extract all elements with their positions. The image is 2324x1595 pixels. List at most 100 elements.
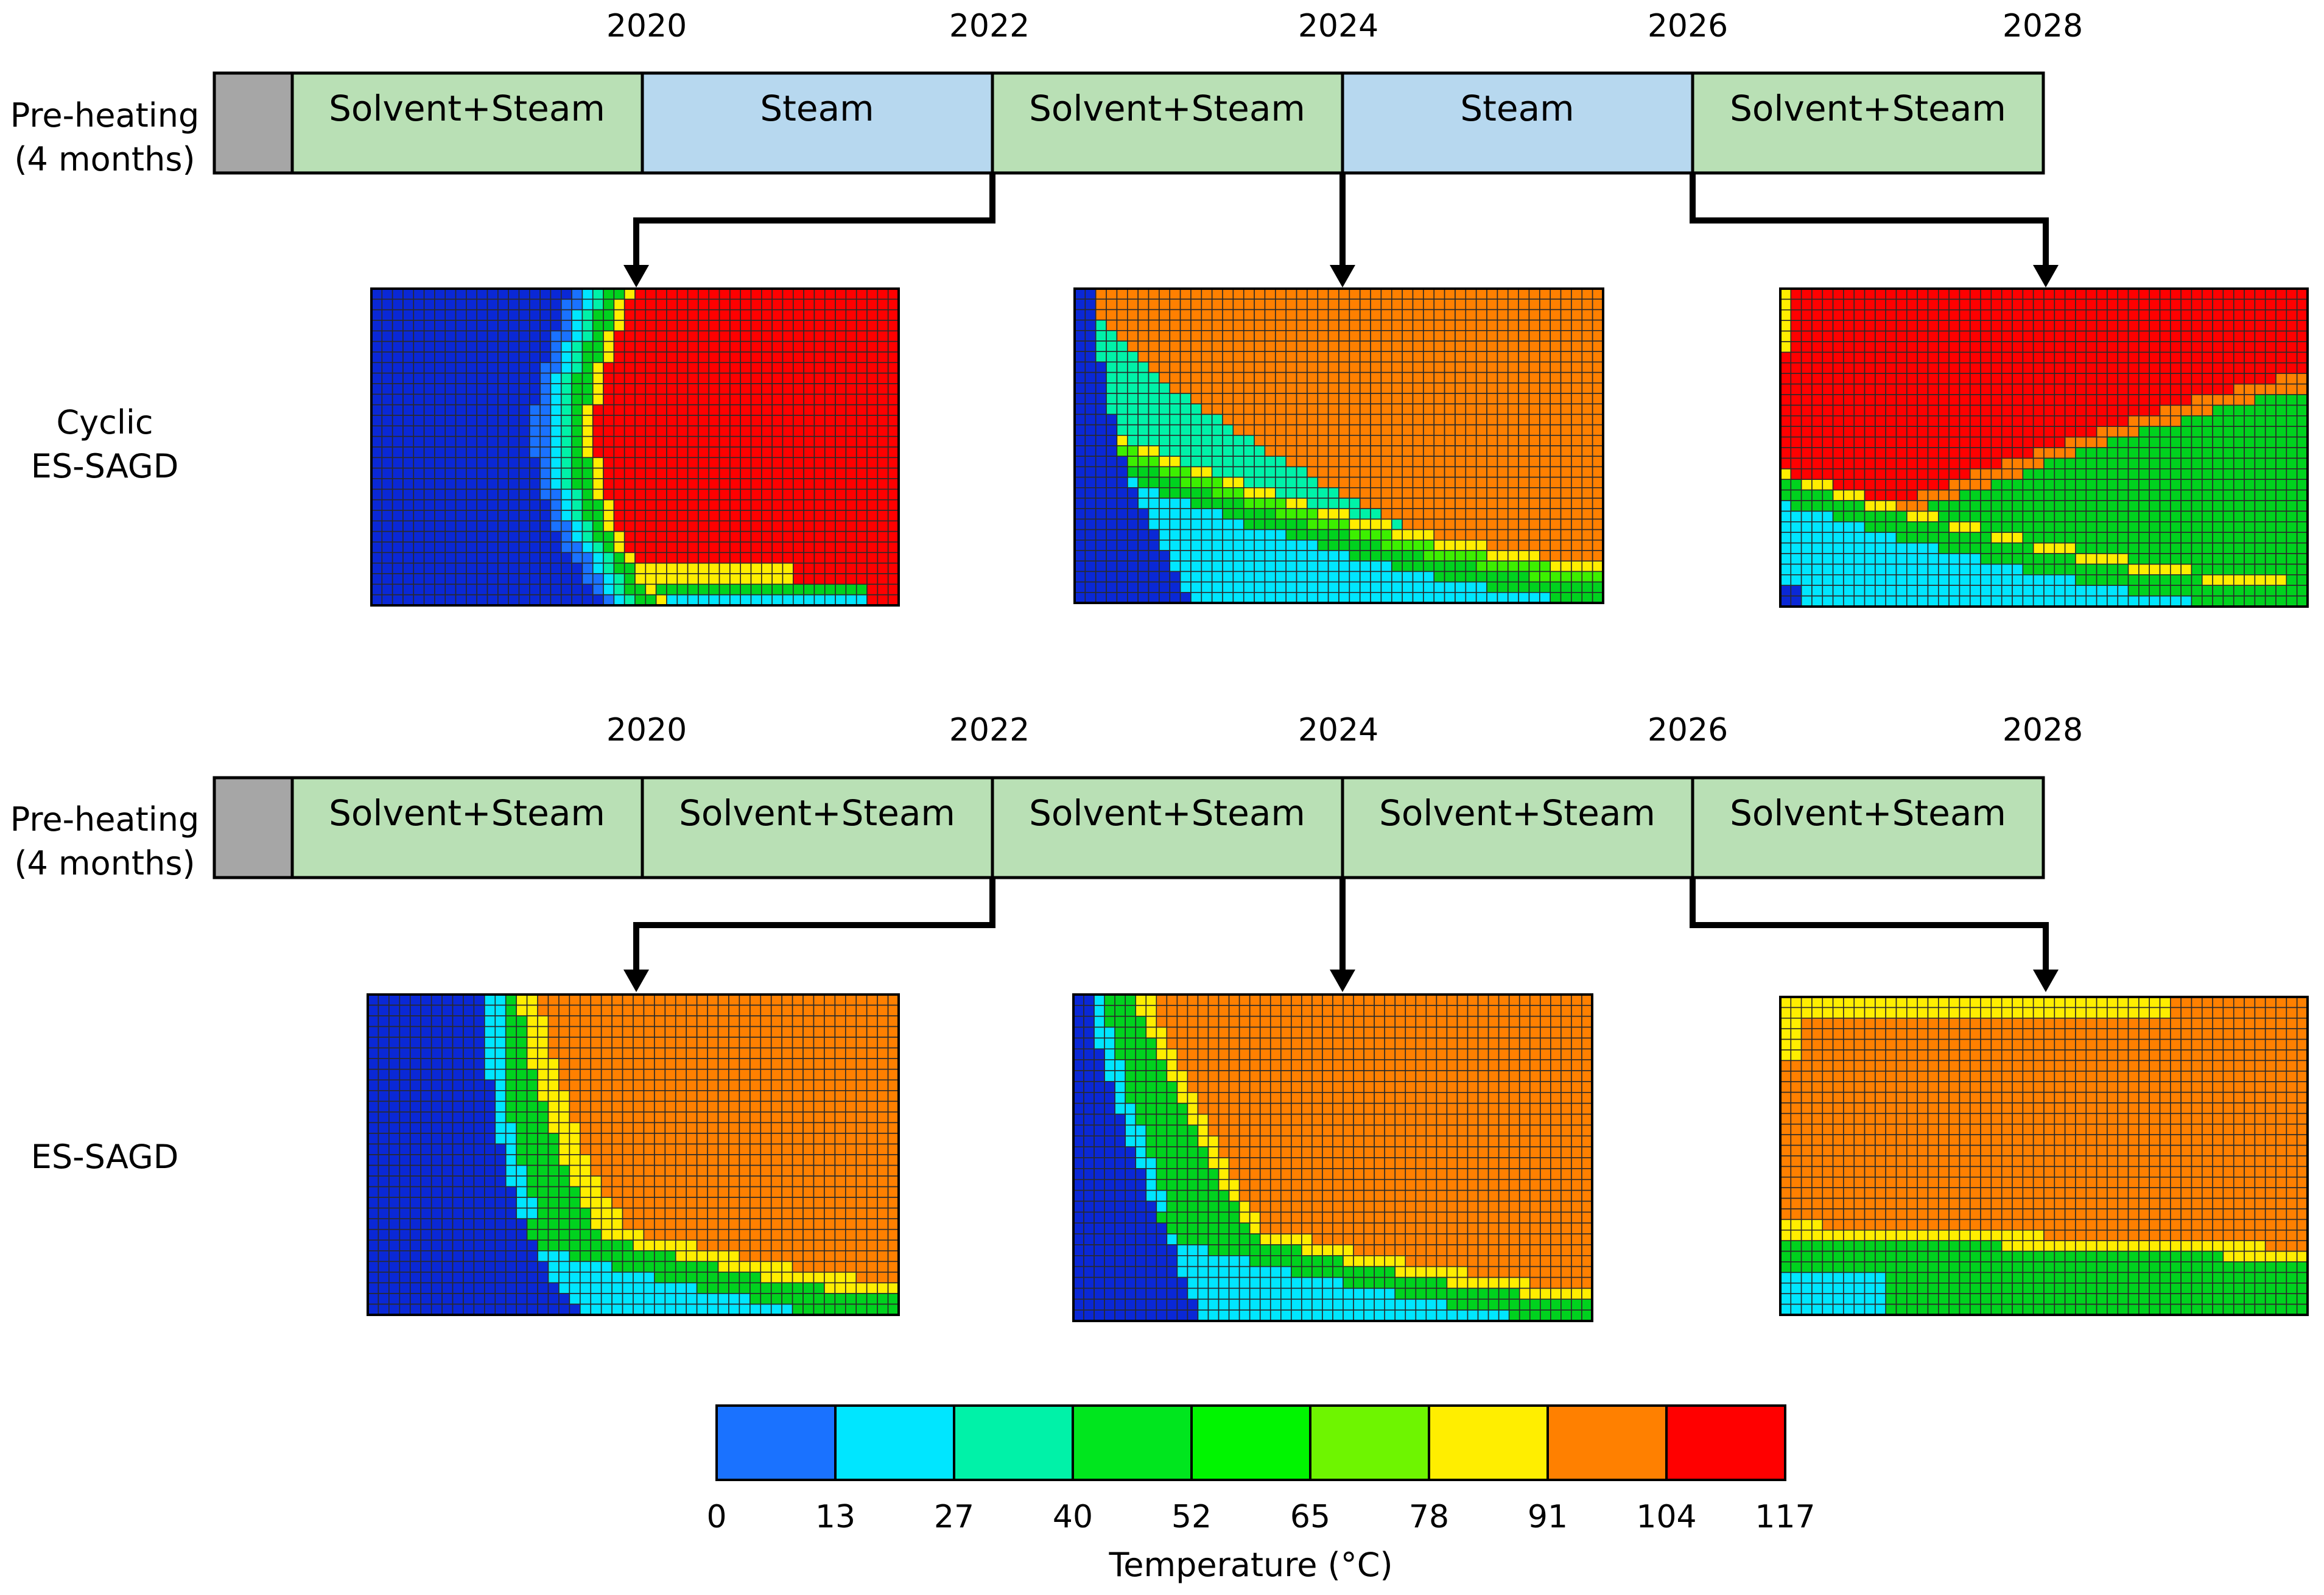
grid-cell bbox=[1137, 539, 1150, 551]
grid-cell bbox=[740, 435, 752, 448]
grid-cell bbox=[1571, 309, 1583, 321]
grid-cell bbox=[1370, 414, 1382, 426]
grid-cell bbox=[1095, 434, 1107, 446]
grid-cell bbox=[1465, 571, 1477, 583]
grid-cell bbox=[1307, 466, 1319, 478]
grid-cell bbox=[664, 1015, 676, 1027]
grid-cell bbox=[718, 320, 731, 332]
grid-cell bbox=[1095, 550, 1107, 562]
grid-cell bbox=[802, 1004, 815, 1016]
grid-cell bbox=[1885, 320, 1897, 332]
grid-cell bbox=[2054, 426, 2066, 438]
grid-cell bbox=[1592, 518, 1604, 530]
grid-cell bbox=[1232, 371, 1244, 384]
grid-cell bbox=[592, 499, 604, 511]
grid-cell bbox=[2117, 542, 2129, 554]
grid-cell bbox=[645, 309, 657, 321]
grid-cell bbox=[1581, 361, 1593, 373]
grid-cell bbox=[835, 541, 847, 554]
grid-cell bbox=[666, 330, 678, 342]
grid-cell bbox=[2117, 574, 2129, 586]
grid-cell bbox=[845, 1068, 857, 1081]
grid-cell bbox=[1222, 560, 1234, 572]
grid-cell bbox=[2222, 510, 2234, 523]
grid-cell bbox=[1455, 393, 1467, 405]
grid-cell bbox=[739, 1004, 751, 1016]
grid-cell bbox=[1885, 585, 1897, 597]
grid-cell bbox=[1179, 550, 1192, 562]
grid-cell bbox=[1148, 508, 1160, 520]
grid-cell bbox=[2286, 553, 2298, 565]
grid-cell bbox=[1455, 498, 1467, 510]
grid-cell bbox=[1518, 351, 1530, 363]
grid-cell bbox=[1148, 581, 1160, 593]
grid-cell bbox=[2054, 447, 2066, 459]
grid-cell bbox=[1581, 371, 1593, 384]
grid-cell bbox=[2064, 320, 2076, 332]
grid-cell bbox=[2085, 479, 2098, 491]
grid-cell bbox=[1232, 329, 1244, 342]
grid-cell bbox=[1906, 595, 1918, 607]
grid-cell bbox=[708, 510, 720, 522]
grid-cell bbox=[2012, 373, 2024, 385]
grid-cell bbox=[834, 1037, 846, 1049]
grid-cell bbox=[377, 1026, 390, 1038]
grid-cell bbox=[1875, 373, 1886, 385]
grid-cell bbox=[2191, 585, 2203, 597]
grid-cell bbox=[1190, 518, 1202, 530]
grid-cell bbox=[1853, 415, 1866, 427]
grid-cell bbox=[1211, 508, 1223, 520]
grid-cell bbox=[444, 383, 457, 395]
grid-cell bbox=[761, 446, 773, 459]
grid-cell bbox=[1550, 361, 1562, 373]
grid-cell bbox=[717, 1004, 729, 1016]
grid-cell bbox=[476, 351, 488, 364]
grid-cell bbox=[1518, 591, 1530, 604]
grid-cell bbox=[1832, 394, 1844, 406]
grid-cell bbox=[590, 994, 602, 1006]
grid-cell bbox=[1560, 361, 1572, 373]
grid-cell bbox=[1843, 362, 1855, 374]
grid-cell bbox=[2054, 288, 2066, 300]
grid-cell bbox=[1412, 466, 1424, 478]
grid-cell bbox=[782, 372, 794, 384]
grid-cell bbox=[698, 573, 710, 585]
grid-cell bbox=[2212, 574, 2224, 586]
grid-cell bbox=[2054, 404, 2066, 417]
grid-cell bbox=[1307, 445, 1319, 457]
grid-cell bbox=[1307, 498, 1319, 510]
grid-cell bbox=[1444, 529, 1456, 541]
grid-cell bbox=[2180, 373, 2192, 385]
grid-cell bbox=[600, 1058, 613, 1070]
preheat-duration-label: (4 months) bbox=[14, 844, 195, 882]
grid-cell bbox=[613, 488, 625, 501]
grid-cell bbox=[740, 288, 752, 300]
grid-cell bbox=[1465, 456, 1477, 468]
grid-cell bbox=[855, 362, 868, 374]
grid-cell bbox=[1127, 560, 1139, 572]
grid-cell bbox=[2012, 510, 2024, 523]
grid-cell bbox=[550, 340, 562, 353]
grid-cell bbox=[1412, 319, 1424, 331]
grid-cell bbox=[558, 1004, 570, 1016]
grid-cell bbox=[1980, 542, 1992, 554]
grid-cell bbox=[613, 383, 625, 395]
grid-cell bbox=[486, 467, 499, 479]
grid-cell bbox=[2149, 383, 2161, 395]
grid-cell bbox=[1179, 382, 1192, 394]
grid-cell bbox=[2138, 362, 2150, 374]
grid-cell bbox=[508, 340, 520, 353]
grid-cell bbox=[1518, 498, 1530, 510]
grid-cell bbox=[1444, 309, 1456, 321]
grid-cell bbox=[391, 309, 404, 321]
grid-cell bbox=[613, 298, 625, 311]
grid-cell bbox=[1370, 340, 1382, 353]
grid-cell bbox=[381, 488, 393, 501]
grid-cell bbox=[2275, 563, 2287, 576]
grid-cell bbox=[1190, 434, 1202, 446]
grid-cell bbox=[466, 583, 478, 596]
grid-cell bbox=[2275, 500, 2287, 512]
grid-cell bbox=[1560, 529, 1572, 541]
grid-cell bbox=[413, 562, 425, 574]
grid-cell bbox=[1243, 571, 1255, 583]
